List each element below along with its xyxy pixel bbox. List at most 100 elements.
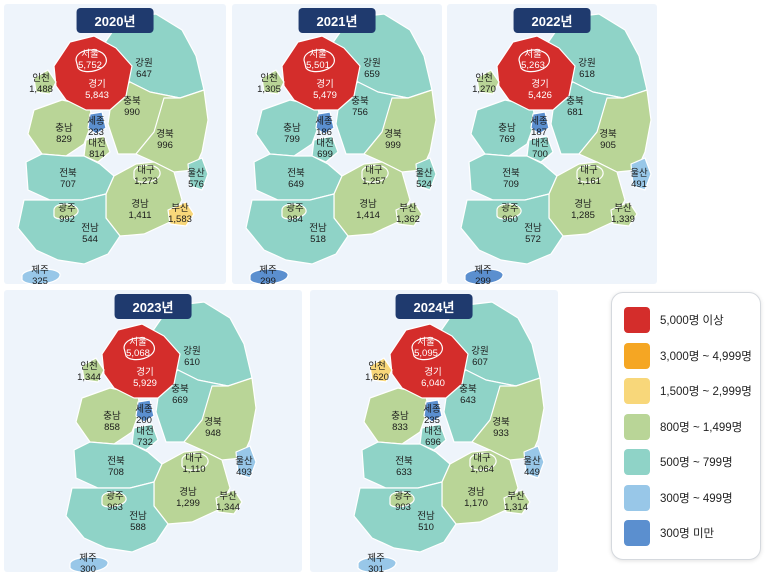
region-label: 서울 5,752 — [78, 49, 102, 71]
region-label: 대구 1,161 — [577, 165, 601, 187]
region-경기 — [389, 323, 469, 399]
region-value: 681 — [567, 107, 583, 118]
region-대구 — [361, 164, 389, 183]
region-name: 경기 — [531, 79, 549, 90]
region-label: 세종 233 — [87, 116, 104, 138]
region-label: 인천 1,344 — [77, 361, 101, 383]
region-name: 서울 — [129, 337, 147, 348]
region-value: 700 — [532, 149, 548, 160]
region-전남 — [353, 481, 457, 553]
region-label: 충북 990 — [123, 96, 140, 118]
region-name: 전남 — [417, 511, 435, 522]
region-label: 경북 999 — [384, 129, 401, 151]
region-광주 — [496, 203, 522, 220]
region-label: 강원 610 — [183, 346, 200, 368]
region-value: 5,095 — [414, 348, 438, 359]
region-name: 전북 — [502, 168, 520, 179]
region-name: 경남 — [574, 199, 592, 210]
region-label: 경남 1,411 — [128, 199, 151, 221]
region-name: 부산 — [507, 491, 525, 502]
region-label: 광주 992 — [58, 203, 75, 225]
region-value: 1,285 — [571, 210, 595, 221]
region-value: 588 — [130, 522, 146, 533]
region-value: 5,929 — [133, 378, 157, 389]
region-name: 충북 — [171, 384, 189, 395]
region-label: 대구 1,110 — [182, 453, 205, 475]
region-value: 992 — [59, 214, 75, 225]
region-name: 충남 — [391, 411, 409, 422]
region-value: 1,362 — [396, 214, 420, 225]
region-label: 대전 699 — [316, 138, 333, 160]
region-value: 1,161 — [577, 176, 601, 187]
region-전남 — [460, 193, 564, 265]
region-value: 491 — [631, 179, 647, 190]
legend-swatch — [624, 449, 650, 475]
region-서울 — [411, 337, 443, 361]
region-인천 — [81, 357, 105, 383]
region-value: 1,339 — [611, 214, 635, 225]
region-label: 전북 649 — [287, 168, 304, 190]
region-value: 235 — [424, 415, 440, 426]
region-label: 대전 732 — [136, 426, 153, 448]
legend-swatch — [624, 342, 650, 369]
region-name: 부산 — [614, 203, 632, 214]
region-label: 울산 449 — [523, 456, 540, 478]
region-name: 강원 — [363, 58, 381, 69]
region-value: 903 — [395, 502, 411, 513]
region-value: 5,843 — [85, 90, 109, 101]
year-badge: 2020년 — [76, 8, 154, 33]
legend-swatch — [624, 378, 650, 404]
region-value: 814 — [89, 149, 105, 160]
region-name: 강원 — [471, 346, 489, 357]
legend-swatch — [624, 413, 650, 440]
region-value: 5,479 — [313, 90, 337, 101]
region-name: 전남 — [309, 223, 327, 234]
region-name: 대전 — [531, 138, 549, 149]
region-서울 — [75, 49, 107, 73]
region-대구 — [469, 452, 497, 471]
region-name: 광주 — [106, 491, 124, 502]
region-name: 울산 — [235, 456, 253, 467]
legend-swatch — [624, 520, 650, 546]
region-value: 200 — [136, 415, 152, 426]
region-value: 984 — [287, 214, 303, 225]
region-name: 광주 — [501, 203, 519, 214]
region-label: 대구 1,257 — [362, 165, 386, 187]
region-name: 세종 — [315, 116, 333, 127]
region-name: 서울 — [524, 49, 542, 60]
region-name: 충남 — [283, 123, 301, 134]
region-value: 709 — [503, 179, 519, 190]
region-울산 — [415, 157, 437, 191]
region-name: 대구 — [473, 453, 491, 464]
region-value: 325 — [32, 276, 48, 284]
region-label: 제주 299 — [474, 265, 491, 284]
region-인천 — [369, 357, 393, 383]
region-label: 인천 1,620 — [365, 361, 389, 383]
legend-swatch — [624, 484, 650, 511]
region-대전 — [311, 135, 339, 163]
region-경기 — [281, 35, 361, 111]
year-badge: 2022년 — [513, 8, 591, 33]
region-name: 제주 — [367, 553, 385, 564]
region-value: 1,064 — [470, 464, 494, 475]
region-value: 1,344 — [216, 502, 240, 513]
region-name: 대전 — [136, 426, 154, 437]
region-name: 부산 — [219, 491, 237, 502]
region-name: 경북 — [204, 417, 222, 428]
region-label: 인천 1,270 — [472, 73, 496, 95]
region-value: 1,299 — [176, 498, 200, 509]
region-인천 — [261, 69, 285, 95]
region-label: 충북 681 — [566, 96, 583, 118]
region-label: 부산 1,362 — [396, 203, 420, 225]
region-label: 경북 948 — [204, 417, 221, 439]
region-name: 경남 — [179, 487, 197, 498]
region-name: 경기 — [88, 79, 106, 90]
legend-item: 300명 미만 — [624, 520, 714, 546]
region-value: 996 — [157, 140, 173, 151]
region-value: 960 — [502, 214, 518, 225]
region-value: 649 — [288, 179, 304, 190]
region-value: 659 — [364, 69, 380, 80]
region-value: 5,263 — [521, 60, 545, 71]
region-name: 세종 — [423, 404, 441, 415]
region-label: 경북 905 — [599, 129, 616, 151]
